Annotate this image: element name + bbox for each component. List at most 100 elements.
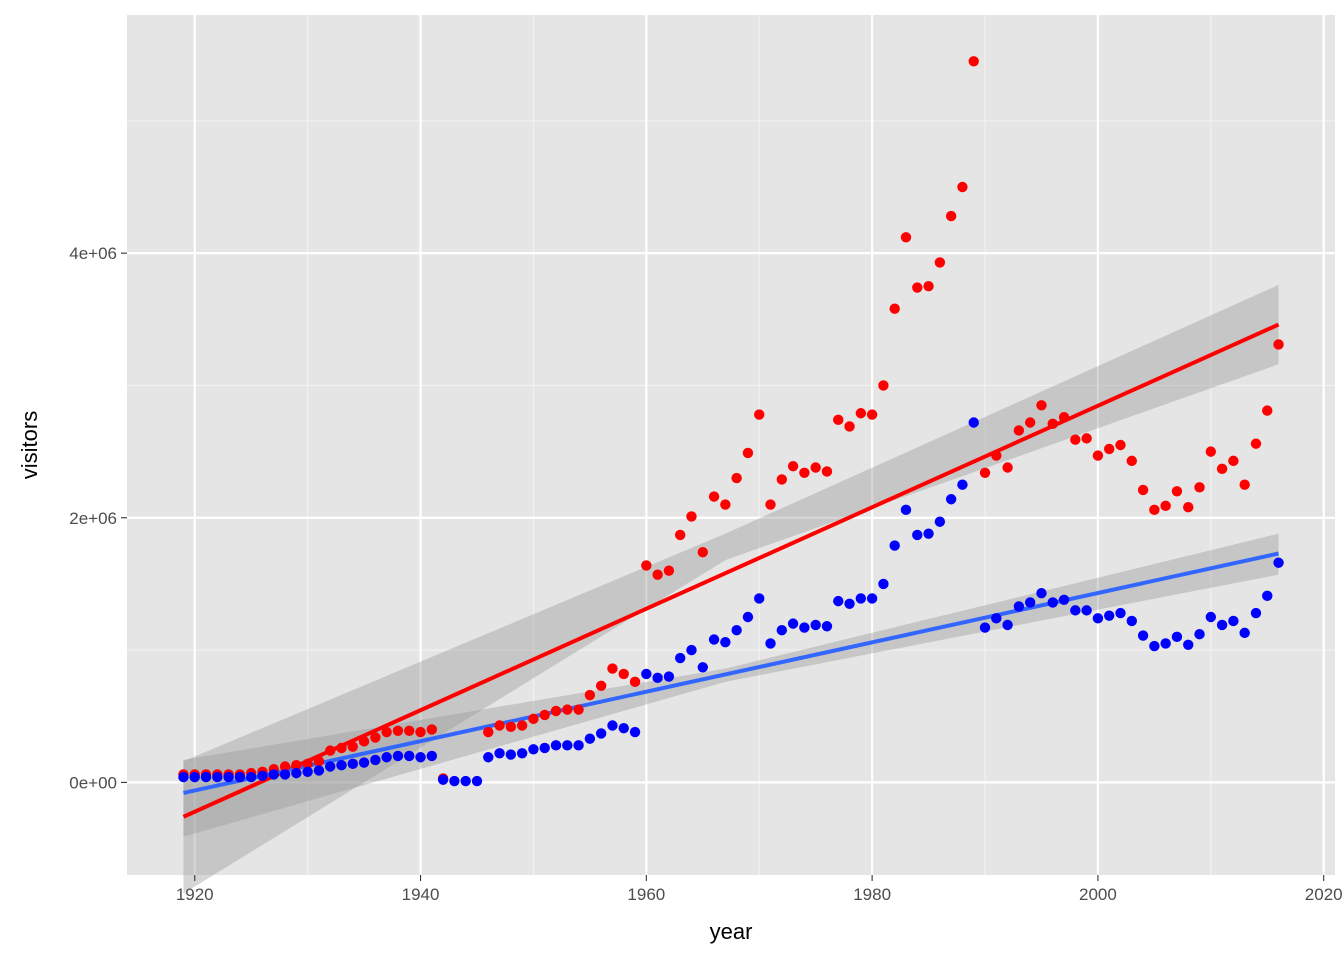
data-point-series-1 [934, 257, 946, 268]
data-point-series-2 [607, 720, 618, 731]
data-point-series-1 [787, 460, 799, 472]
panel-background [127, 15, 1335, 875]
data-point-series-2 [991, 613, 1002, 624]
data-point-series-1 [347, 741, 358, 752]
data-point-series-1 [1194, 482, 1205, 493]
data-point-series-2 [1160, 638, 1171, 649]
minor-gridlines [127, 15, 1335, 875]
data-point-series-1 [404, 725, 415, 736]
data-point-series-2 [799, 622, 810, 633]
data-point-series-2 [968, 417, 979, 428]
data-point-series-1 [505, 721, 517, 733]
data-point-series-2 [313, 765, 325, 776]
x-tick-label: 2000 [1079, 885, 1117, 904]
data-point-series-1 [686, 511, 697, 522]
x-axis-title: year [710, 919, 753, 944]
data-point-series-2 [516, 748, 528, 759]
data-point-series-2 [404, 750, 415, 762]
data-point-series-2 [381, 752, 392, 763]
data-point-series-1 [618, 668, 629, 680]
data-point-series-2 [708, 634, 720, 645]
data-point-series-2 [483, 752, 494, 763]
trend-line-series-1 [182, 322, 1280, 819]
data-point-series-1 [562, 704, 573, 715]
data-point-series-1 [1126, 455, 1137, 467]
data-point-series-2 [257, 770, 268, 781]
data-point-series-2 [291, 767, 302, 779]
data-point-series-2 [212, 771, 223, 783]
data-point-series-2 [460, 775, 471, 787]
data-point-series-2 [573, 740, 584, 751]
data-point-series-1 [1239, 479, 1250, 490]
data-point-series-2 [415, 752, 426, 763]
data-point-series-2 [268, 769, 279, 780]
x-axis: 1920 1940 1960 1980 2000 2020 [176, 875, 1343, 904]
data-point-series-2 [889, 540, 900, 551]
data-point-series-2 [945, 494, 957, 505]
data-point-series-2 [494, 748, 505, 759]
data-point-series-1 [844, 421, 855, 432]
data-point-series-1 [765, 499, 776, 510]
data-point-series-2 [437, 774, 449, 785]
data-point-series-2 [641, 668, 652, 680]
data-point-series-2 [754, 593, 765, 604]
data-point-series-2 [1250, 607, 1262, 619]
data-point-series-1 [900, 232, 912, 243]
data-point-series-2 [652, 672, 663, 684]
data-point-series-2 [979, 622, 991, 633]
data-point-series-2 [325, 761, 336, 772]
data-point-series-1 [584, 689, 596, 701]
data-point-series-1 [731, 472, 742, 484]
data-point-series-1 [776, 474, 788, 485]
data-point-series-2 [663, 671, 675, 682]
data-point-series-2 [923, 528, 934, 539]
data-point-series-1 [663, 565, 675, 576]
data-point-series-2 [223, 771, 234, 783]
data-point-series-2 [539, 742, 550, 754]
data-point-series-1 [968, 56, 979, 67]
data-point-series-1 [833, 414, 844, 426]
data-point-series-1 [1273, 339, 1284, 350]
data-points [178, 56, 1284, 787]
data-point-series-1 [1250, 438, 1262, 449]
x-tick-label: 1940 [402, 885, 440, 904]
data-point-series-2 [1036, 587, 1047, 599]
data-point-series-1 [799, 467, 810, 478]
data-point-series-2 [697, 662, 708, 673]
data-point-series-1 [855, 408, 867, 419]
data-point-series-2 [912, 529, 923, 541]
data-point-series-1 [708, 491, 720, 502]
data-point-series-2 [934, 516, 946, 527]
data-point-series-1 [810, 462, 821, 473]
data-point-series-2 [595, 728, 607, 739]
data-point-series-2 [471, 775, 483, 787]
data-point-series-2 [821, 621, 833, 632]
x-tick-label: 1960 [627, 885, 665, 904]
data-point-series-2 [505, 749, 517, 760]
data-point-series-2 [1013, 601, 1025, 612]
data-point-series-2 [1126, 615, 1137, 627]
confidence-band-1 [183, 284, 1279, 894]
trend-line-series-2 [183, 551, 1279, 795]
data-point-series-1 [336, 742, 347, 754]
y-axis-title: visitors [17, 411, 42, 479]
data-point-series-2 [1171, 631, 1183, 643]
data-point-series-2 [810, 619, 821, 631]
data-point-series-1 [426, 724, 438, 735]
x-tick-label: 1980 [853, 885, 891, 904]
data-point-series-1 [325, 745, 336, 756]
y-tick-label: 2e+06 [69, 509, 117, 528]
data-point-series-1 [821, 466, 833, 477]
data-point-series-2 [584, 733, 596, 744]
data-point-series-1 [641, 560, 652, 571]
data-point-series-2 [189, 771, 200, 783]
data-point-series-1 [1183, 501, 1194, 513]
data-point-series-2 [1262, 590, 1273, 602]
data-point-series-1 [754, 409, 765, 420]
data-point-series-1 [550, 705, 562, 717]
data-point-series-2 [1194, 629, 1205, 640]
data-point-series-2 [742, 611, 754, 623]
data-point-series-2 [1273, 557, 1284, 568]
data-point-series-2 [776, 625, 788, 636]
data-point-series-2 [336, 759, 347, 771]
